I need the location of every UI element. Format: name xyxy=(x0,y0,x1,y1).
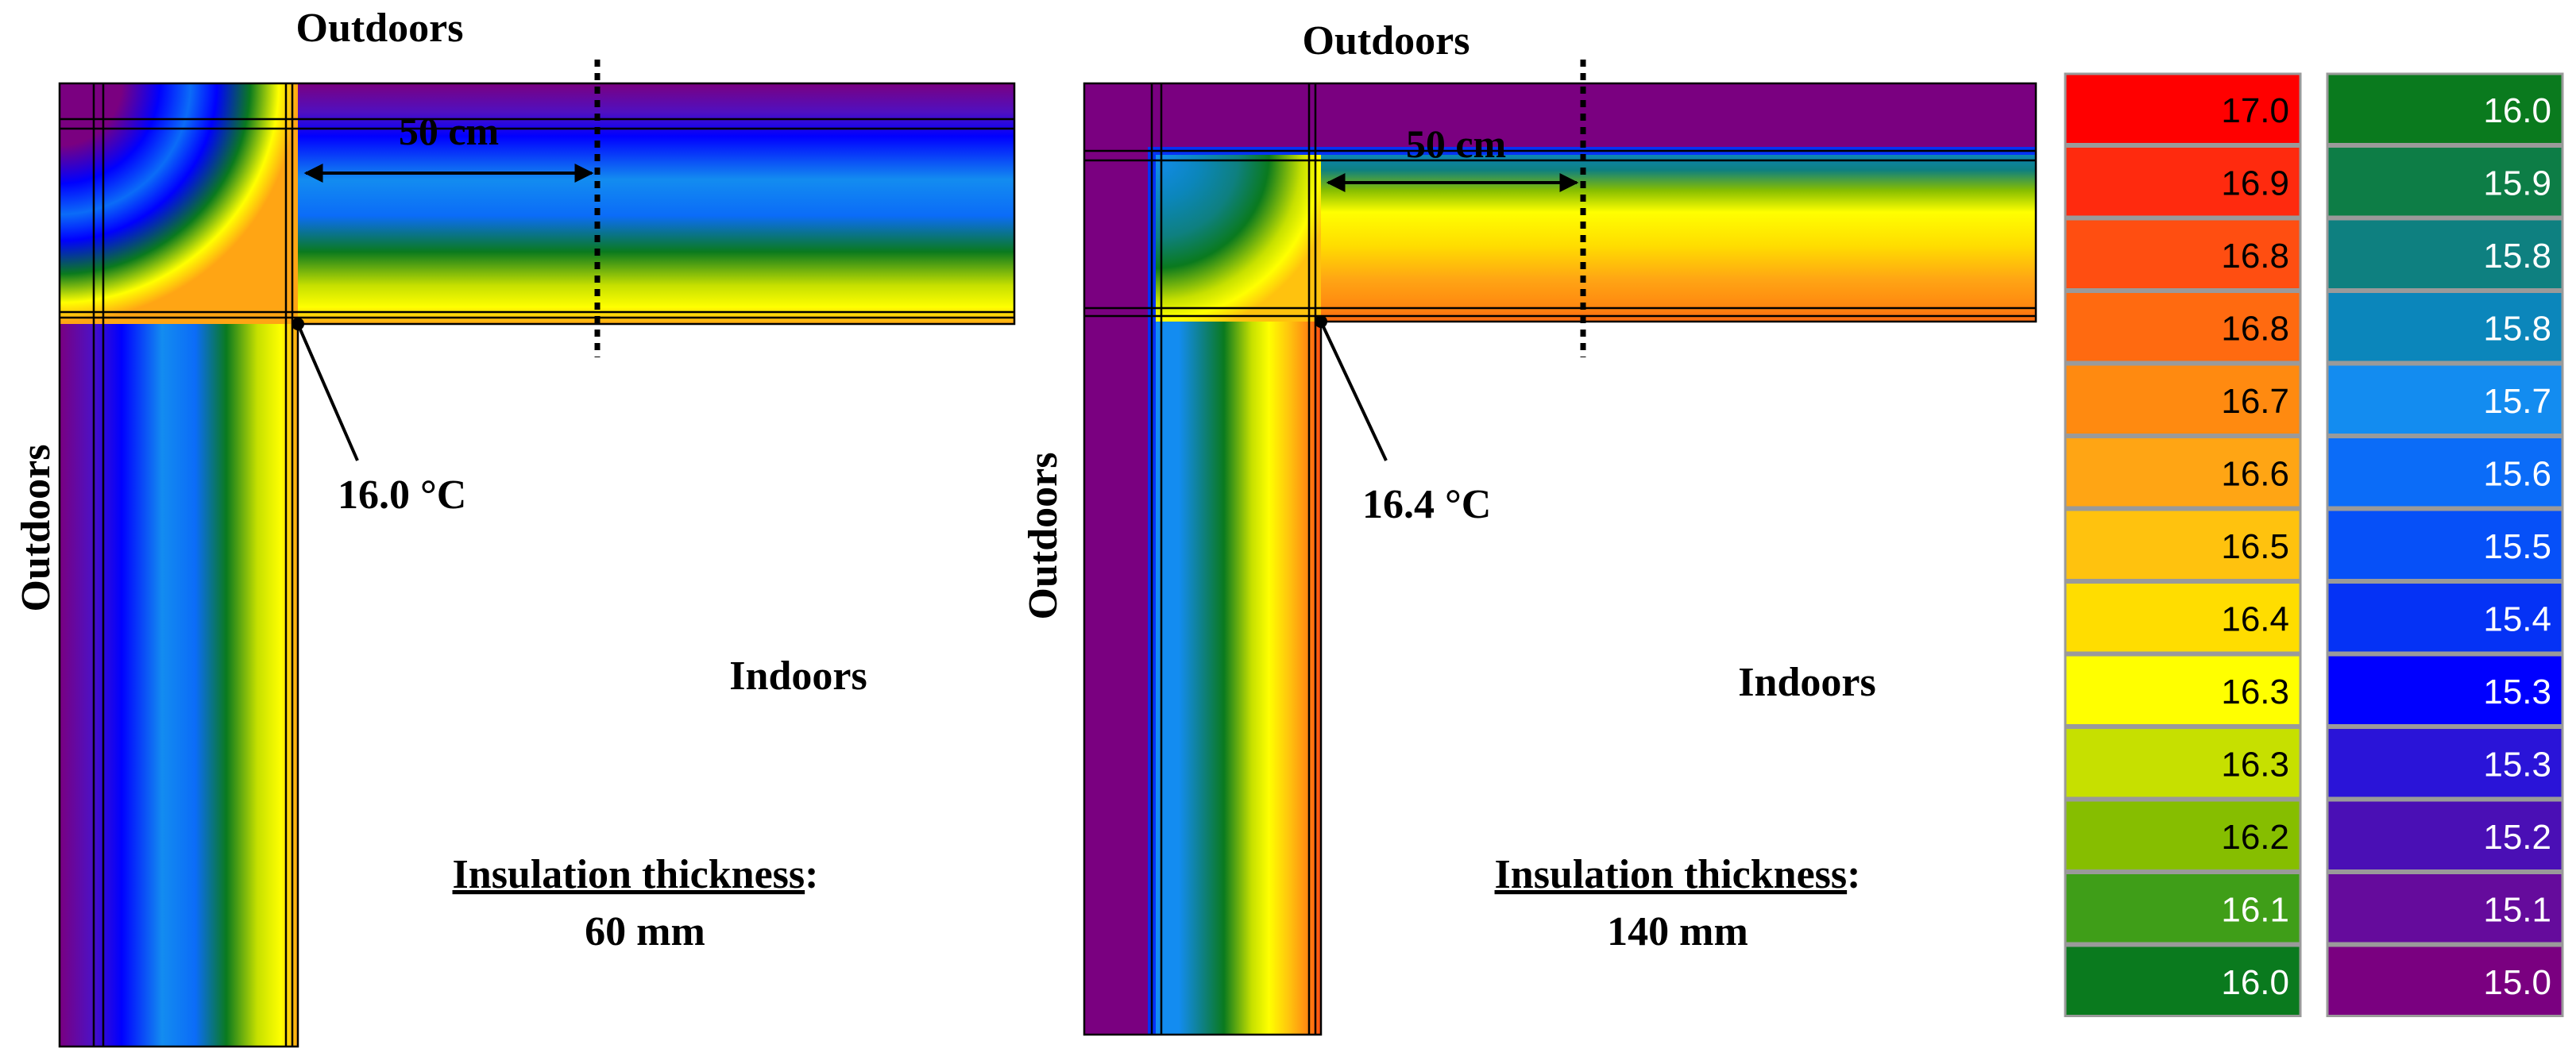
legend-swatch: 15.1 xyxy=(2326,872,2564,945)
corner-temperature: 16.0 °C xyxy=(338,472,466,518)
legend-swatch: 16.8 xyxy=(2064,218,2302,291)
legend-swatch: 16.2 xyxy=(2064,799,2302,872)
legend-value: 16.6 xyxy=(2221,454,2289,493)
legend-swatch: 15.3 xyxy=(2326,727,2564,800)
corner-temperature: 16.4 °C xyxy=(1362,482,1491,527)
legend-swatch: 16.0 xyxy=(2064,944,2302,1017)
insulation-thickness-value: 60 mm xyxy=(585,909,705,954)
legend-value: 15.8 xyxy=(2483,309,2551,348)
legend-swatch: 16.7 xyxy=(2064,363,2302,436)
legend-swatch: 16.3 xyxy=(2064,653,2302,727)
outdoors-top-label: Outdoors xyxy=(296,6,464,51)
legend-value: 16.2 xyxy=(2221,818,2289,857)
legend-swatch: 16.0 xyxy=(2326,72,2564,145)
legend-swatch: 15.8 xyxy=(2326,218,2564,291)
panel-140mm: 50 cm 16.4 °C Outdoors Outdoors Indoors … xyxy=(1021,18,2037,1036)
legend-swatch: 15.5 xyxy=(2326,508,2564,581)
legend-value: 16.5 xyxy=(2221,527,2289,566)
legend-value: 17.0 xyxy=(2221,91,2289,130)
distance-label: 50 cm xyxy=(1406,121,1506,166)
legend-value: 16.0 xyxy=(2221,963,2289,1002)
legend-value: 16.8 xyxy=(2221,309,2289,348)
legend-value: 15.4 xyxy=(2483,599,2551,638)
legend-swatch: 16.5 xyxy=(2064,508,2302,581)
legend-swatch: 15.4 xyxy=(2326,581,2564,654)
legend-value: 16.7 xyxy=(2221,382,2289,421)
thermal-field-60mm xyxy=(60,83,1014,1047)
legend-value: 16.3 xyxy=(2221,673,2289,711)
temperature-color-legend: 17.0 16.9 16.8 16.8 16.7 16.6 16.5 16.4 16.3 16.3… xyxy=(2064,72,2564,1017)
corner-leader-line xyxy=(1319,321,1388,461)
legend-value: 15.7 xyxy=(2483,382,2551,421)
legend-swatch: 15.6 xyxy=(2326,436,2564,509)
distance-label: 50 cm xyxy=(399,109,499,153)
legend-value: 16.0 xyxy=(2483,91,2551,130)
legend-swatch: 16.4 xyxy=(2064,581,2302,654)
legend-swatch: 16.9 xyxy=(2064,145,2302,218)
insulation-thickness-value: 140 mm xyxy=(1607,909,1748,954)
legend-swatch: 17.0 xyxy=(2064,72,2302,145)
legend-value: 15.9 xyxy=(2483,164,2551,202)
legend-swatch: 15.9 xyxy=(2326,145,2564,218)
legend-value: 15.3 xyxy=(2483,673,2551,711)
legend-value: 16.4 xyxy=(2221,599,2289,638)
legend-swatch: 16.1 xyxy=(2064,872,2302,945)
legend-value: 15.0 xyxy=(2483,963,2551,1002)
outdoors-side-label: Outdoors xyxy=(1021,453,1066,620)
legend-swatch: 15.0 xyxy=(2326,944,2564,1017)
legend-value: 15.2 xyxy=(2483,818,2551,857)
corner-leader-line xyxy=(296,323,359,461)
legend-swatch: 16.3 xyxy=(2064,727,2302,800)
legend-swatch: 15.8 xyxy=(2326,291,2564,364)
legend-swatch: 16.8 xyxy=(2064,291,2302,364)
wall-outline-140mm xyxy=(1083,82,2037,1036)
legend-swatch: 16.6 xyxy=(2064,436,2302,509)
legend-swatch: 15.2 xyxy=(2326,799,2564,872)
indoors-label: Indoors xyxy=(1738,660,1875,705)
legend-value: 15.6 xyxy=(2483,454,2551,493)
legend-value: 15.8 xyxy=(2483,237,2551,276)
legend-value: 15.1 xyxy=(2483,890,2551,929)
legend-swatch: 15.3 xyxy=(2326,653,2564,727)
insulation-thickness-caption: Insulation thickness: xyxy=(1495,852,1861,897)
legend-value: 15.5 xyxy=(2483,527,2551,566)
panel-60mm: 50 cm 16.0 °C Outdoors Outdoors Indoors … xyxy=(14,6,1016,1048)
legend-value: 16.1 xyxy=(2221,890,2289,929)
outdoors-side-label: Outdoors xyxy=(14,445,59,612)
legend-value: 15.3 xyxy=(2483,745,2551,784)
insulation-thickness-caption: Insulation thickness: xyxy=(453,852,819,897)
outdoors-top-label: Outdoors xyxy=(1303,18,1470,64)
indoors-label: Indoors xyxy=(729,653,867,699)
legend-value: 16.8 xyxy=(2221,237,2289,276)
legend-swatch: 15.7 xyxy=(2326,363,2564,436)
legend-value: 16.9 xyxy=(2221,164,2289,202)
legend-value: 16.3 xyxy=(2221,745,2289,784)
